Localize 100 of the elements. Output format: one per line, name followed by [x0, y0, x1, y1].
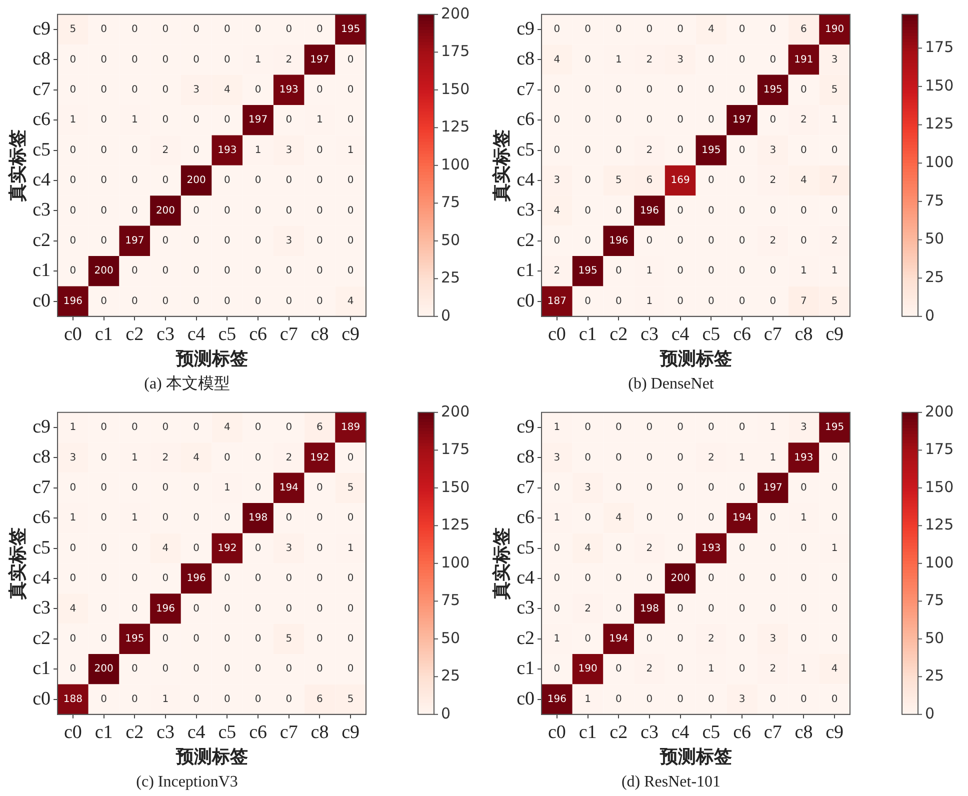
- data-label: 0: [347, 664, 354, 675]
- data-label: 3: [584, 482, 591, 494]
- data-label: 4: [70, 603, 76, 614]
- x-tick-label: c8: [310, 324, 329, 345]
- y-tick-label: c3: [32, 598, 51, 619]
- color-bar-label: 25: [925, 666, 944, 685]
- data-label: 3: [286, 144, 292, 156]
- x-tick-label: c0: [548, 324, 566, 345]
- data-label: 0: [131, 694, 138, 705]
- data-label: 0: [70, 573, 76, 584]
- y-tick-label: c4: [516, 567, 536, 588]
- data-label: 0: [677, 664, 684, 675]
- data-label: 1: [70, 422, 76, 434]
- data-label: 0: [193, 542, 200, 554]
- data-label: 3: [831, 54, 838, 66]
- data-label: 197: [732, 114, 752, 126]
- data-label: 0: [316, 296, 323, 307]
- data-label: 0: [677, 24, 684, 36]
- x-tick-label: c1: [94, 722, 113, 743]
- data-label: 0: [708, 512, 714, 524]
- data-label: 0: [347, 114, 354, 126]
- data-label: 0: [224, 24, 230, 36]
- data-label: 0: [254, 24, 262, 36]
- y-tick-label: c5: [32, 537, 51, 558]
- data-label: 0: [286, 24, 292, 36]
- data-label: 0: [554, 542, 560, 554]
- data-label: 0: [131, 54, 138, 66]
- data-label: 0: [584, 24, 591, 36]
- x-axis-title: 预测标签: [174, 348, 248, 369]
- data-label: 194: [279, 482, 298, 494]
- data-label: 0: [286, 512, 292, 524]
- data-label: 195: [578, 266, 598, 277]
- data-label: 0: [347, 512, 354, 524]
- data-label: 0: [708, 482, 714, 494]
- data-label: 0: [193, 633, 200, 644]
- data-label: 4: [554, 205, 560, 216]
- data-label: 0: [738, 84, 746, 96]
- data-label: 0: [100, 205, 107, 216]
- data-label: 0: [286, 664, 292, 675]
- data-label: 4: [800, 175, 807, 186]
- data-label: 0: [615, 664, 622, 675]
- data-label: 0: [193, 512, 200, 524]
- x-tick-label: c3: [640, 324, 658, 345]
- data-label: 0: [615, 266, 622, 277]
- color-bar-label: 75: [441, 591, 460, 610]
- data-label: 0: [584, 144, 591, 156]
- color-bar-label: 25: [441, 268, 460, 287]
- data-label: 190: [578, 664, 598, 675]
- color-bar-label: 150: [925, 76, 954, 94]
- y-tick-label: c4: [32, 169, 52, 190]
- data-label: 193: [279, 84, 298, 96]
- data-label: 0: [316, 144, 323, 156]
- data-label: 0: [162, 512, 169, 524]
- data-label: 0: [646, 24, 653, 36]
- data-label: 4: [224, 422, 230, 434]
- data-label: 0: [347, 235, 354, 246]
- data-label: 0: [162, 235, 169, 246]
- data-label: 2: [286, 452, 292, 464]
- data-label: 2: [162, 452, 169, 464]
- color-bar-label: 75: [441, 193, 460, 212]
- data-label: 0: [193, 422, 200, 434]
- x-tick-label: c7: [280, 324, 298, 345]
- data-label: 2: [770, 235, 776, 246]
- data-label: 0: [677, 542, 684, 554]
- data-label: 1: [162, 694, 169, 705]
- data-label: 0: [554, 482, 560, 494]
- data-label: 197: [763, 482, 782, 494]
- data-label: 3: [70, 452, 76, 464]
- data-label: 0: [254, 422, 262, 434]
- data-label: 0: [831, 205, 838, 216]
- data-label: 0: [615, 114, 622, 126]
- data-label: 0: [708, 205, 714, 216]
- data-label: 0: [554, 84, 560, 96]
- color-bar-label: 150: [441, 478, 470, 496]
- data-label: 1: [224, 482, 230, 494]
- data-label: 0: [615, 452, 622, 464]
- data-label: 190: [825, 24, 844, 36]
- data-label: 196: [640, 205, 660, 216]
- data-label: 0: [224, 54, 230, 66]
- data-label: 0: [677, 603, 684, 614]
- data-label: 0: [738, 664, 746, 675]
- color-bar-label: 100: [925, 152, 954, 171]
- x-tick-label: c9: [826, 722, 844, 743]
- data-label: 0: [254, 84, 262, 96]
- x-tick-label: c7: [764, 324, 782, 345]
- data-label: 0: [162, 664, 169, 675]
- x-tick-label: c0: [548, 722, 566, 743]
- data-label: 0: [286, 266, 292, 277]
- x-tick-label: c6: [733, 324, 752, 345]
- data-label: 1: [770, 422, 776, 434]
- x-tick-label: c5: [218, 722, 236, 743]
- data-label: 1: [554, 422, 560, 434]
- y-tick-label: c2: [516, 628, 535, 649]
- data-label: 0: [70, 175, 76, 186]
- data-label: 0: [162, 175, 169, 186]
- y-axis-title: 真实标签: [7, 527, 28, 600]
- data-label: 6: [316, 422, 323, 434]
- data-label: 2: [584, 603, 591, 614]
- data-label: 0: [708, 54, 714, 66]
- y-tick-label: c0: [516, 688, 535, 710]
